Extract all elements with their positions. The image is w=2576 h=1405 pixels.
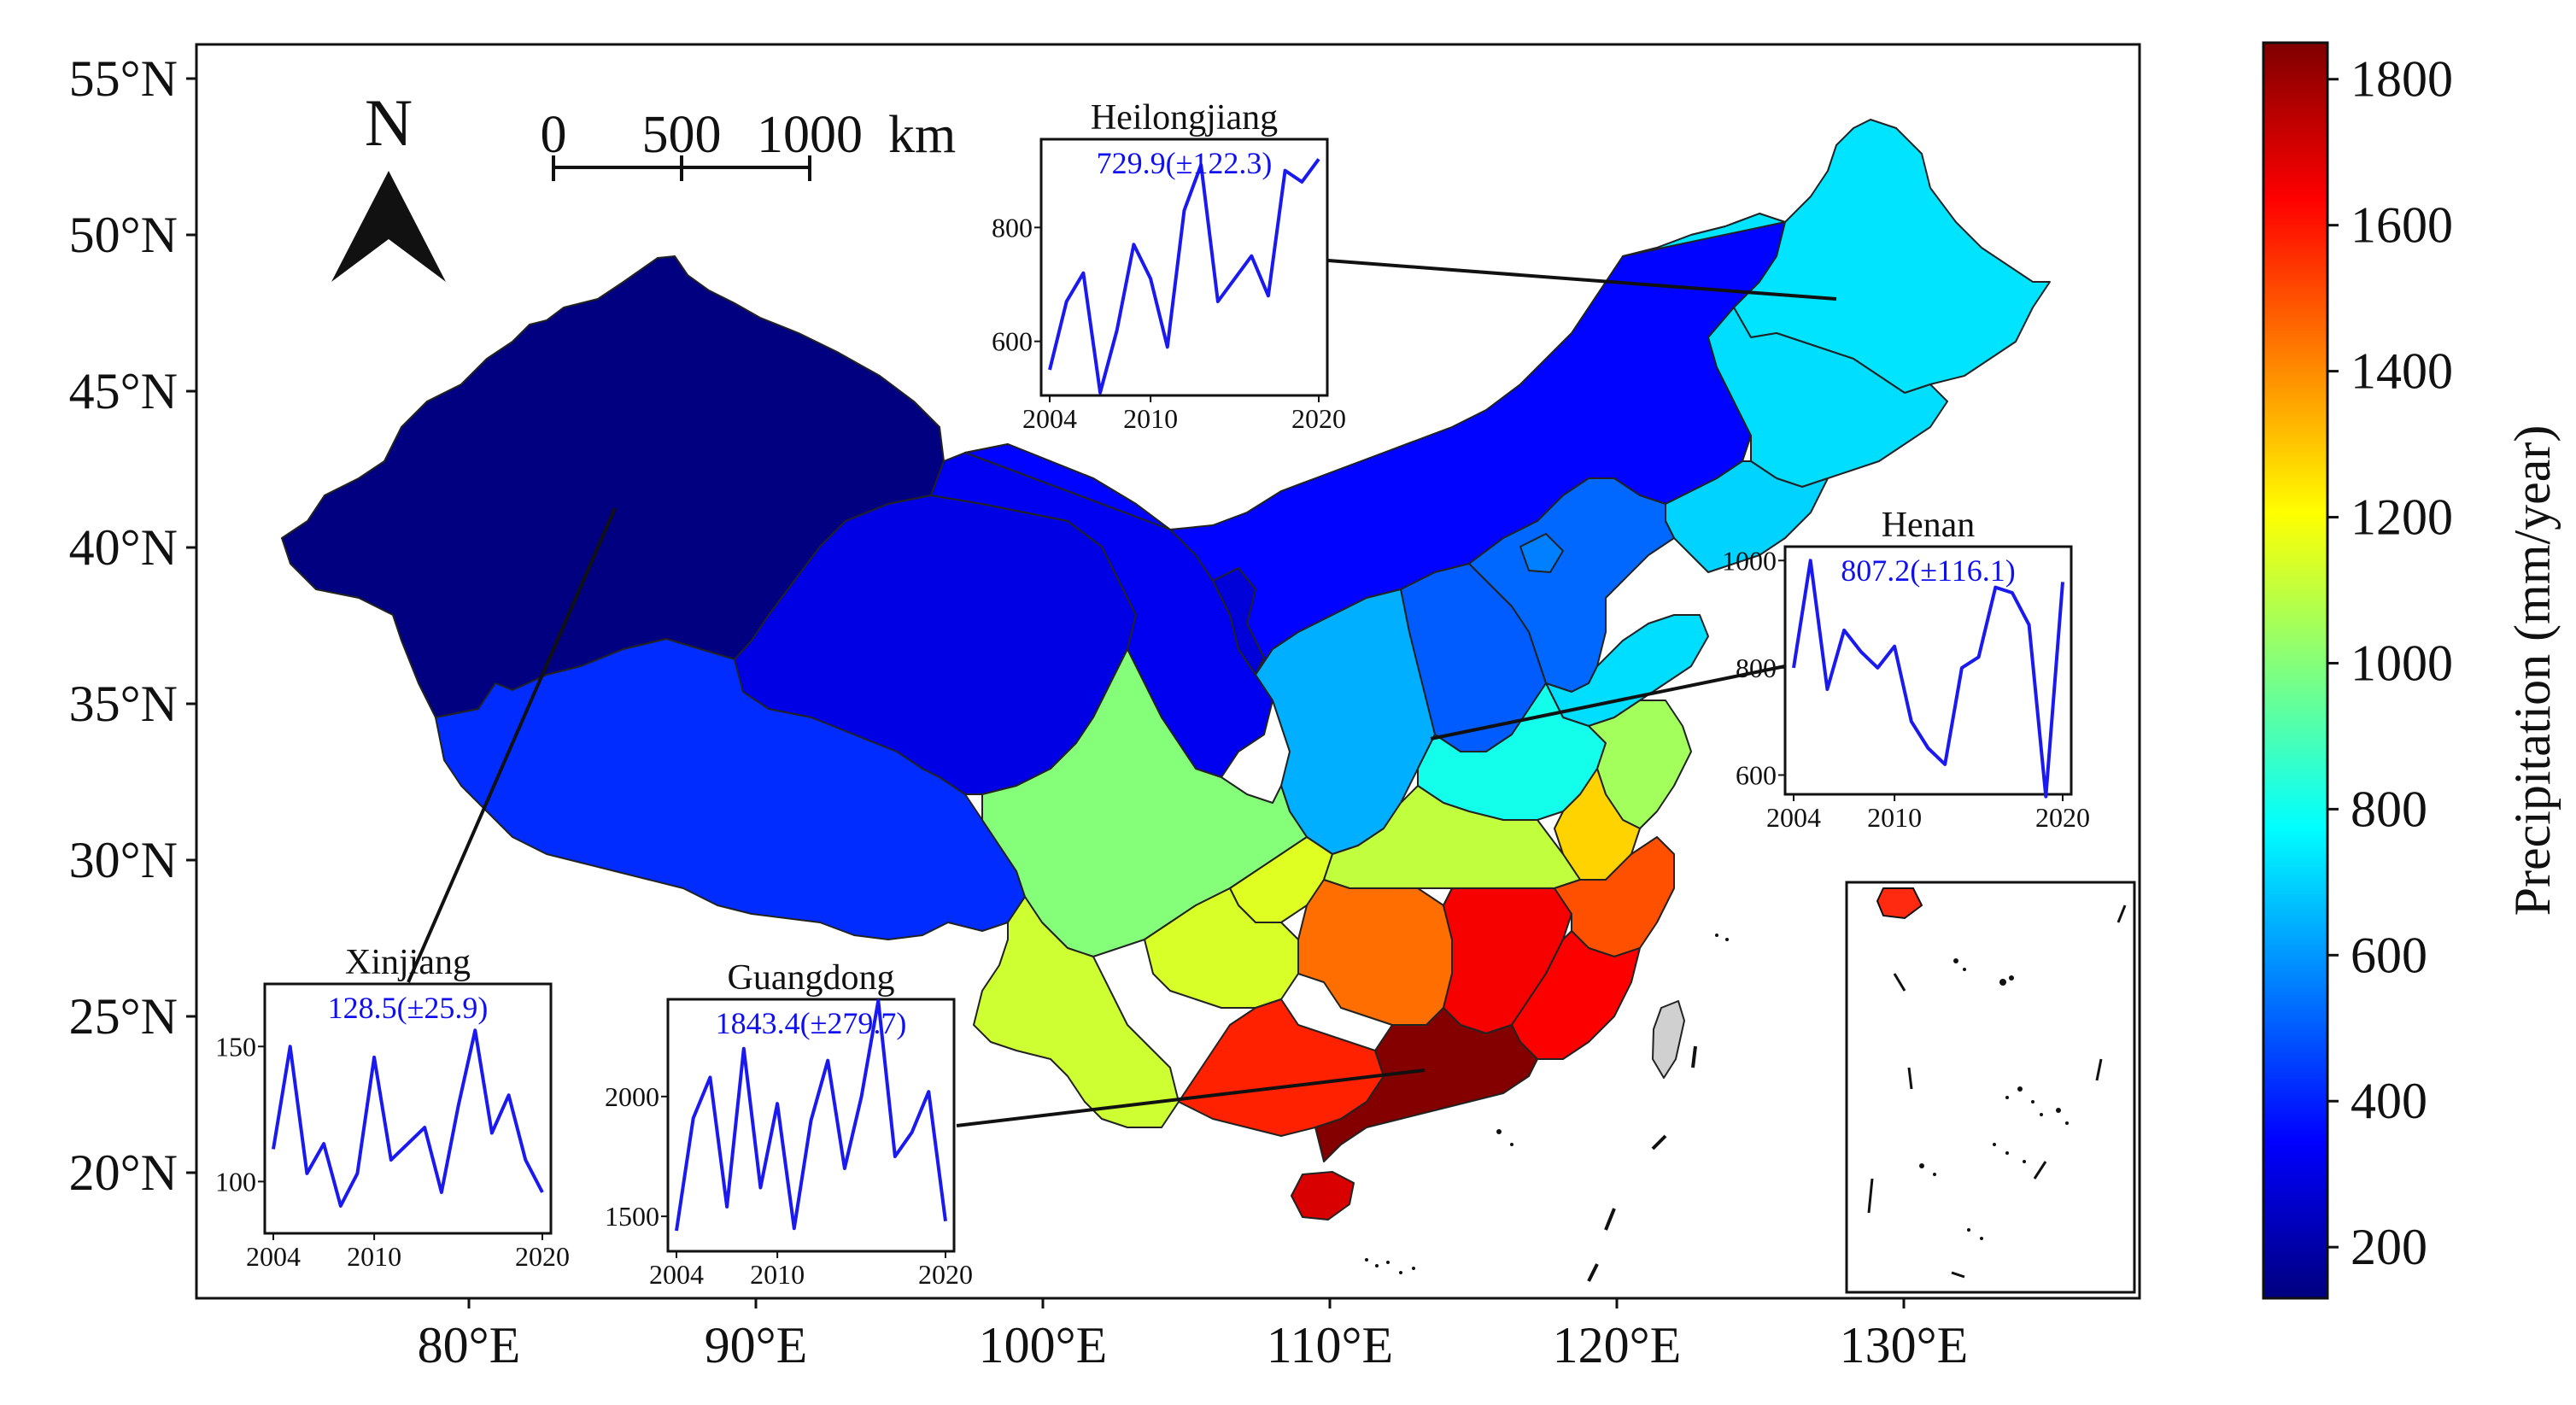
colorbar-gradient [2262,41,2329,1300]
inset-series-line [272,1028,544,1208]
lat-tick-label: 40°N [69,519,178,576]
province-liaoning [1665,460,1829,573]
colorbar-tick-label: 1000 [2351,635,2453,691]
lon-tick-label: 90°E [705,1317,808,1373]
inset-series-line [1792,559,2064,799]
north-arrow-label: N [365,85,413,160]
inset-xtick-label: 2020 [918,1259,973,1290]
province-taiwan [1652,1000,1685,1079]
colorbar-tick-label: 1800 [2351,51,2453,108]
colorbar: 200 400 600 800 1000 1200 1400 1600 1800 Precipi… [2262,41,2561,1300]
lon-tick-label: 80°E [418,1317,521,1373]
scale-label-500: 500 [642,106,722,164]
inset-xtick-label: 2010 [1123,403,1178,434]
inset-ytick-label: 600 [1736,759,1777,790]
south-sea-inset [1845,881,2136,1294]
inset-series-line [675,998,947,1232]
inset-ytick-label: 2000 [605,1081,659,1112]
inset-xtick-label: 2004 [1022,403,1077,434]
scale-unit: km [888,106,956,164]
lat-tick-label: 25°N [69,988,178,1045]
inset-stat-label: 729.9(±122.3) [1097,146,1273,180]
inset-ytick-label: 600 [992,326,1033,357]
inset-xtick-label: 2010 [347,1241,401,1272]
inset-frame [1039,138,1329,397]
inset-ytick-label: 1500 [605,1201,659,1232]
inset-chart-henan: Henan 600 800 1000 2004 2010 2020 807.2(±116.1) [1722,506,2090,833]
province-jilin [1707,307,1948,488]
inset-xtick-label: 2004 [649,1259,704,1290]
colorbar-tick-label: 400 [2351,1073,2427,1129]
province-ningxia [1212,567,1265,676]
north-arrow: N [331,85,446,282]
inset-series-line [1048,158,1320,395]
lat-tick-label: 35°N [69,676,178,732]
scale-label-0: 0 [541,106,567,164]
inset-ytick-label: 150 [215,1031,256,1062]
sea-dashes [1587,1045,1697,1282]
inset-chart-heilongjiang: Heilongjiang 600 800 2004 2010 2020 729.9(±122… [992,98,1346,434]
inset-xtick-label: 2004 [1766,802,1821,833]
scale-label-1000: 1000 [757,106,863,164]
lon-tick-label: 120°E [1553,1317,1682,1373]
latitude-axis: 55°N 50°N 45°N 40°N 35°N 30°N 25°N 20°N [69,50,196,1201]
inset-ytick-label: 800 [992,212,1033,243]
inset-title: Xinjiang [345,943,471,982]
inset-stat-label: 1843.4(±279.7) [716,1006,907,1040]
province-hainan [1291,1171,1355,1221]
lon-tick-label: 100°E [979,1317,1108,1373]
inset-chart-guangdong: Guangdong 1500 2000 2004 2010 2020 1843.4(±279… [605,958,973,1290]
province-yunnan [973,896,1180,1128]
small-islands [1365,934,1729,1274]
province-fujian [1511,930,1641,1060]
colorbar-label: Precipitation (mm/year) [2504,425,2561,916]
colorbar-tick-label: 600 [2351,927,2427,983]
province-layer [281,119,2051,1221]
province-guangdong [1314,1007,1538,1162]
colorbar-ticks: 200 400 600 800 1000 1200 1400 1600 1800 [2327,51,2453,1275]
colorbar-tick-label: 800 [2351,781,2427,837]
scale-bar: 0 500 1000 km [541,106,956,181]
inset-title: Henan [1882,506,1976,545]
inset-xtick-label: 2010 [1867,802,1922,833]
inset-charts: Heilongjiang 600 800 2004 2010 2020 729.9(±122… [215,98,2090,1290]
colorbar-tick-label: 1400 [2351,343,2453,400]
inset-title: Heilongjiang [1091,98,1278,138]
colorbar-tick-label: 1200 [2351,489,2453,546]
inset-title: Guangdong [728,958,895,998]
inset-xtick-label: 2004 [246,1241,301,1272]
inset-chart-xinjiang: Xinjiang 100 150 2004 2010 2020 128.5(±25.9) [215,943,570,1272]
inset-ytick-label: 100 [215,1166,256,1197]
lat-tick-label: 50°N [69,207,178,263]
inset-xtick-label: 2020 [1291,403,1346,434]
colorbar-tick-label: 1600 [2351,197,2453,254]
inset-xtick-label: 2020 [2035,802,2090,833]
inset-xtick-label: 2010 [750,1259,805,1290]
inset-ytick-label: 1000 [1722,545,1777,576]
lat-tick-label: 45°N [69,363,178,419]
inset-xtick-label: 2020 [515,1241,570,1272]
longitude-axis: 80°E 90°E 100°E 110°E 120°E 130°E [418,1298,1969,1373]
colorbar-tick-label: 200 [2351,1219,2427,1275]
lat-tick-label: 55°N [69,50,178,107]
province-beijing [1519,533,1564,573]
lat-tick-label: 30°N [69,832,178,888]
lon-tick-label: 130°E [1840,1317,1969,1373]
inset-stat-label: 807.2(±116.1) [1841,553,2015,588]
leader-lines [407,259,1837,1127]
inset-ytick-label: 800 [1736,653,1777,683]
lat-tick-label: 20°N [69,1144,178,1201]
inset-stat-label: 128.5(±25.9) [328,991,489,1025]
province-zhejiang [1554,836,1675,957]
lon-tick-label: 110°E [1267,1317,1393,1373]
